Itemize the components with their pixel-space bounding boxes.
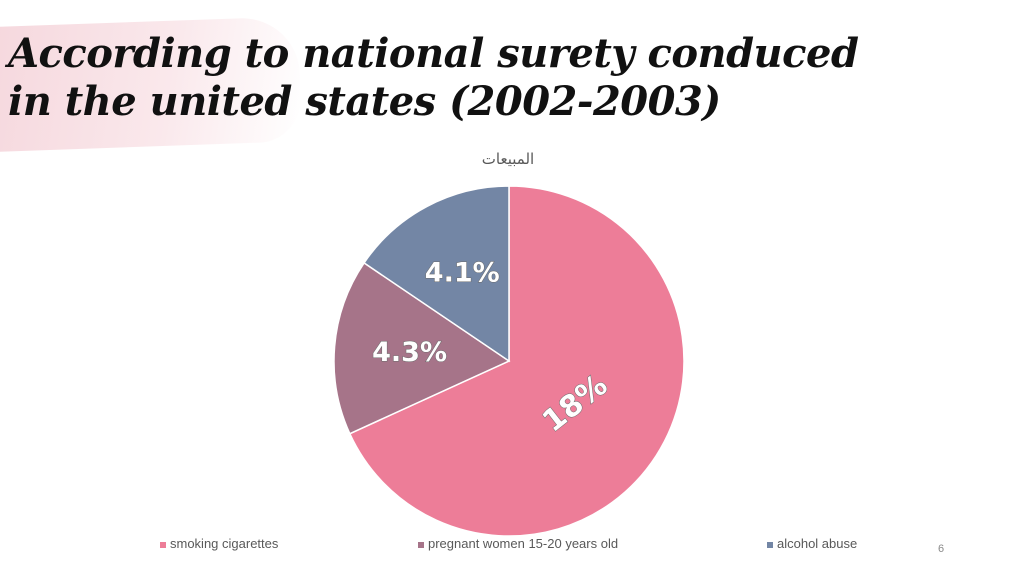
pie-slice-smoking: [348, 185, 685, 537]
legend-swatch-smoking: [160, 541, 166, 548]
slide-title: According to national surety conduced in…: [8, 30, 908, 126]
slice-label-alcohol: 4.1%: [425, 257, 500, 288]
slide-title-line-1: According to national surety conduced: [8, 30, 859, 77]
legend-label-pregnant: pregnant women 15-20 years old: [428, 536, 619, 551]
legend-item-alcohol: alcohol abuse: [767, 536, 857, 551]
legend-item-pregnant: pregnant women 15-20 years old: [418, 536, 618, 551]
legend-item-smoking: smoking cigarettes: [160, 536, 278, 551]
legend-swatch-alcohol: [767, 541, 773, 548]
chart-title: المبيعات: [481, 150, 535, 168]
legend-swatch-pregnant: [418, 541, 424, 548]
slide-title-line-2: in the united states (2002-2003): [8, 78, 721, 125]
legend-label-alcohol: alcohol abuse: [777, 536, 858, 551]
page-number: 6: [938, 543, 945, 555]
pie-slice-alcohol: [363, 185, 510, 363]
slice-label-pregnant: 4.3%: [372, 337, 447, 368]
legend-label-smoking: smoking cigarettes: [170, 536, 279, 551]
pie-slice-pregnant: [333, 261, 511, 435]
